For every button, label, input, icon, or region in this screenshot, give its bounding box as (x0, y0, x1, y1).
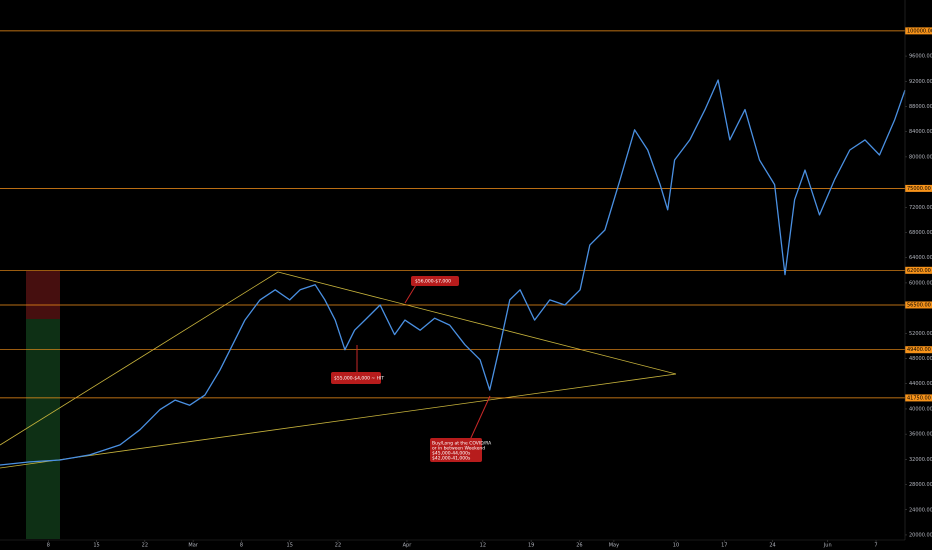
x-tick-label: 24 (769, 543, 775, 549)
x-tick-label: 22 (142, 543, 148, 549)
y-tick-label: 84000.00 (909, 129, 932, 135)
plot: 20000.00 24000.00 28000.00 32000.00 36000.00… (0, 27, 932, 549)
trendline (0, 373, 677, 469)
y-tick-label: 72000.00 (909, 205, 932, 211)
level-label: 41750.00 (907, 395, 931, 401)
level-label-box (905, 266, 932, 274)
level-label-box (905, 184, 932, 192)
level-label-box (905, 346, 932, 354)
x-tick-label: 7 (874, 543, 877, 549)
callout-text: or in between Weekend (432, 446, 485, 452)
callout-box (411, 276, 459, 286)
level-label: 75000.00 (907, 186, 931, 192)
x-tick-label: 8 (47, 543, 50, 549)
callout-text: Buy/Long at the COVID/RA (432, 441, 492, 447)
y-tick-label: 36000.00 (909, 432, 932, 438)
y-tick-label: 44000.00 (909, 381, 932, 387)
x-tick-label: May (609, 543, 619, 549)
callout-box (430, 438, 482, 462)
callout-pointer (404, 284, 417, 304)
x-tick-label: 19 (528, 543, 534, 549)
callout-text: $56,000-$7,000 (415, 279, 451, 285)
x-tick-label: Apr (403, 543, 413, 549)
y-tick-label: 32000.00 (909, 457, 932, 463)
y-tick-label: 96000.00 (909, 54, 932, 60)
x-tick-label: 15 (93, 543, 99, 549)
callout-text: $45,000-44,000s (432, 451, 471, 457)
callout-text: $42,000-41,000s (432, 456, 471, 462)
level-label-box (905, 27, 932, 35)
callout-text: $55,000-$4,000 ~ HIT (334, 376, 384, 382)
y-tick-label: 64000.00 (909, 255, 932, 261)
price-line (0, 79, 906, 466)
x-tick-label: 12 (480, 543, 486, 549)
x-tick-label: 17 (721, 543, 727, 549)
level-label-box (905, 301, 932, 309)
level-label: 56500.00 (907, 302, 931, 308)
y-tick-label: 20000.00 (909, 532, 932, 538)
callout-box (331, 372, 381, 384)
level-label: 62000.00 (907, 268, 931, 274)
x-tick-label: 22 (335, 543, 341, 549)
y-tick-label: 48000.00 (909, 356, 932, 362)
y-tick-label: 68000.00 (909, 230, 932, 236)
x-tick-label: Jun (823, 543, 832, 549)
y-tick-label: 40000.00 (909, 406, 932, 412)
risk-zone (26, 271, 60, 319)
y-tick-label: 80000.00 (909, 154, 932, 160)
reward-zone (26, 319, 60, 539)
level-label: 49400.00 (907, 347, 931, 353)
y-tick-label: 92000.00 (909, 79, 932, 85)
y-tick-label: 28000.00 (909, 482, 932, 488)
y-tick-label: 88000.00 (909, 104, 932, 110)
trendline (277, 271, 677, 375)
x-tick-label: 8 (240, 543, 243, 549)
trendline (0, 271, 279, 446)
x-tick-label: 26 (576, 543, 582, 549)
callout-pointer (469, 395, 491, 441)
y-tick-label: 52000.00 (909, 331, 932, 337)
level-label-box (905, 394, 932, 402)
x-tick-label: 15 (287, 543, 293, 549)
x-tick-label: 10 (673, 543, 679, 549)
y-tick-label: 60000.00 (909, 280, 932, 286)
x-tick-label: Mar (188, 543, 198, 549)
level-label: 100000.00 (907, 28, 932, 34)
y-tick-label: 24000.00 (909, 507, 932, 513)
